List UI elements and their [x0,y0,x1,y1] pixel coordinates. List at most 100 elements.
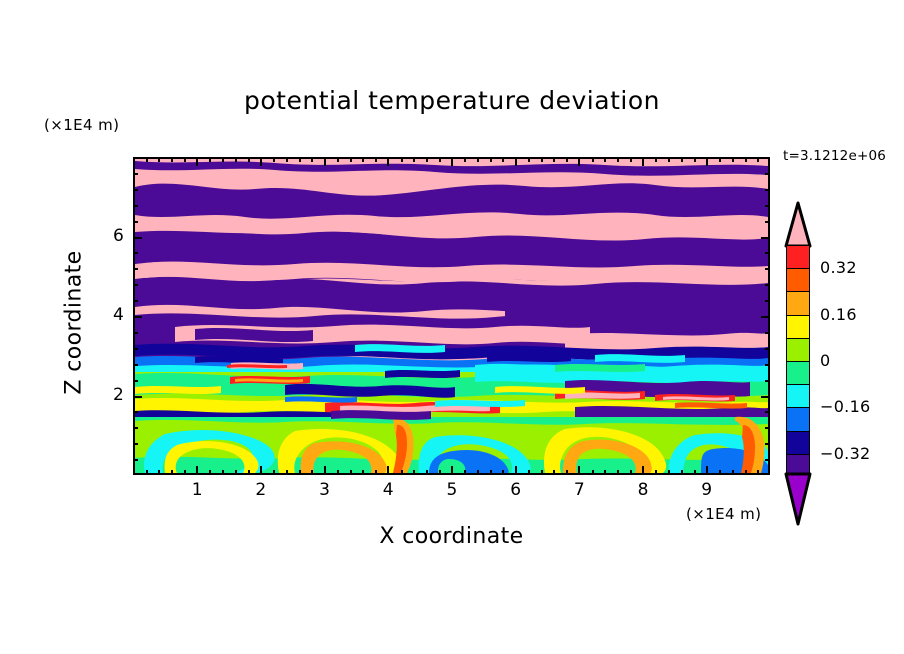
x-tick-minor [171,470,173,475]
x-tick-minor-top [439,157,441,162]
x-tick-minor-top [732,157,734,162]
x-tick-major [706,466,708,475]
x-tick-minor-top [350,157,352,162]
colorbar-band[interactable] [786,360,810,385]
x-tick-minor-top [502,157,504,162]
y-tick-minor-right [765,380,770,382]
y-tick-minor [133,189,138,191]
x-tick-minor-top [209,157,211,162]
x-tick-minor-top [375,157,377,162]
x-tick-minor-top [158,157,160,162]
y-tick-minor [133,348,138,350]
colorbar-tick-label: 0.16 [820,304,857,324]
y-tick-minor [133,300,138,302]
x-tick-label: 6 [510,480,522,500]
x-tick-label: 7 [573,480,585,500]
x-tick-minor-top [146,157,148,162]
x-tick-major-top [324,157,326,166]
y-tick-minor [133,459,138,461]
y-tick-minor [133,364,138,366]
x-tick-major-top [387,157,389,166]
x-tick-minor [350,470,352,475]
x-tick-label: 5 [446,480,458,500]
x-tick-minor-top [477,157,479,162]
x-tick-minor-top [553,157,555,162]
x-tick-minor-top [604,157,606,162]
colorbar-band[interactable] [786,291,810,315]
colorbar[interactable] [786,245,810,477]
x-tick-minor-top [541,157,543,162]
x-tick-minor [184,470,186,475]
x-tick-minor [477,470,479,475]
x-tick-minor-top [222,157,224,162]
colorbar-band[interactable] [786,384,810,408]
x-tick-minor-top [745,157,747,162]
y-tick-minor [133,380,138,382]
colorbar-band[interactable] [786,314,810,338]
x-tick-minor [745,470,747,475]
x-tick-minor [732,470,734,475]
page-title: potential temperature deviation [244,86,660,115]
x-tick-major [451,466,453,475]
x-tick-minor-top [248,157,250,162]
x-tick-minor-top [286,157,288,162]
x-tick-minor-top [630,157,632,162]
y-tick-minor [133,205,138,207]
x-tick-minor [299,470,301,475]
colorbar-band[interactable] [786,268,810,292]
x-tick-minor [209,470,211,475]
x-tick-minor [146,470,148,475]
x-tick-minor [362,470,364,475]
x-tick-minor [158,470,160,475]
contour-field [135,159,768,473]
x-tick-major [387,466,389,475]
y-tick-minor-right [765,443,770,445]
x-tick-major [196,466,198,475]
time-annotation: t=3.1212e+06 [783,148,887,164]
x-tick-minor-top [528,157,530,162]
x-axis-title: X coordinate [379,524,524,549]
x-tick-minor [286,470,288,475]
colorbar-band[interactable] [786,337,810,361]
x-tick-major-top [706,157,708,166]
y-tick-minor-right [765,427,770,429]
x-tick-major [578,466,580,475]
x-tick-minor [273,470,275,475]
colorbar-tick-label: 0.32 [820,258,857,278]
colorbar-band[interactable] [786,245,810,269]
y-tick-minor-right [765,252,770,254]
x-tick-major-top [642,157,644,166]
y-tick-minor-right [765,189,770,191]
colorbar-tick-label: −0.32 [820,443,871,463]
x-tick-minor [375,470,377,475]
y-tick-label: 2 [113,384,124,405]
x-tick-minor [617,470,619,475]
x-tick-minor [566,470,568,475]
x-tick-major [260,466,262,475]
x-tick-minor [311,470,313,475]
colorbar-tick-label: 0 [820,351,831,370]
x-tick-minor-top [235,157,237,162]
colorbar-band[interactable] [786,430,810,454]
x-axis-units-label: (×1E4 m) [686,505,762,523]
colorbar-band[interactable] [786,407,810,431]
x-tick-minor-top [273,157,275,162]
x-tick-minor [439,470,441,475]
x-tick-minor [655,470,657,475]
x-tick-minor-top [401,157,403,162]
x-tick-minor-top [617,157,619,162]
x-tick-minor [592,470,594,475]
x-tick-minor-top [413,157,415,162]
x-tick-minor-top [490,157,492,162]
x-tick-minor-top [592,157,594,162]
x-tick-minor-top [668,157,670,162]
colorbar-tick-label: −0.16 [820,397,871,417]
y-tick-minor-right [765,221,770,223]
y-tick-minor-right [765,332,770,334]
x-tick-minor [541,470,543,475]
x-tick-minor-top [362,157,364,162]
y-tick-major [133,316,142,318]
x-tick-minor-top [694,157,696,162]
y-tick-minor-right [765,173,770,175]
y-tick-label: 4 [113,305,124,325]
